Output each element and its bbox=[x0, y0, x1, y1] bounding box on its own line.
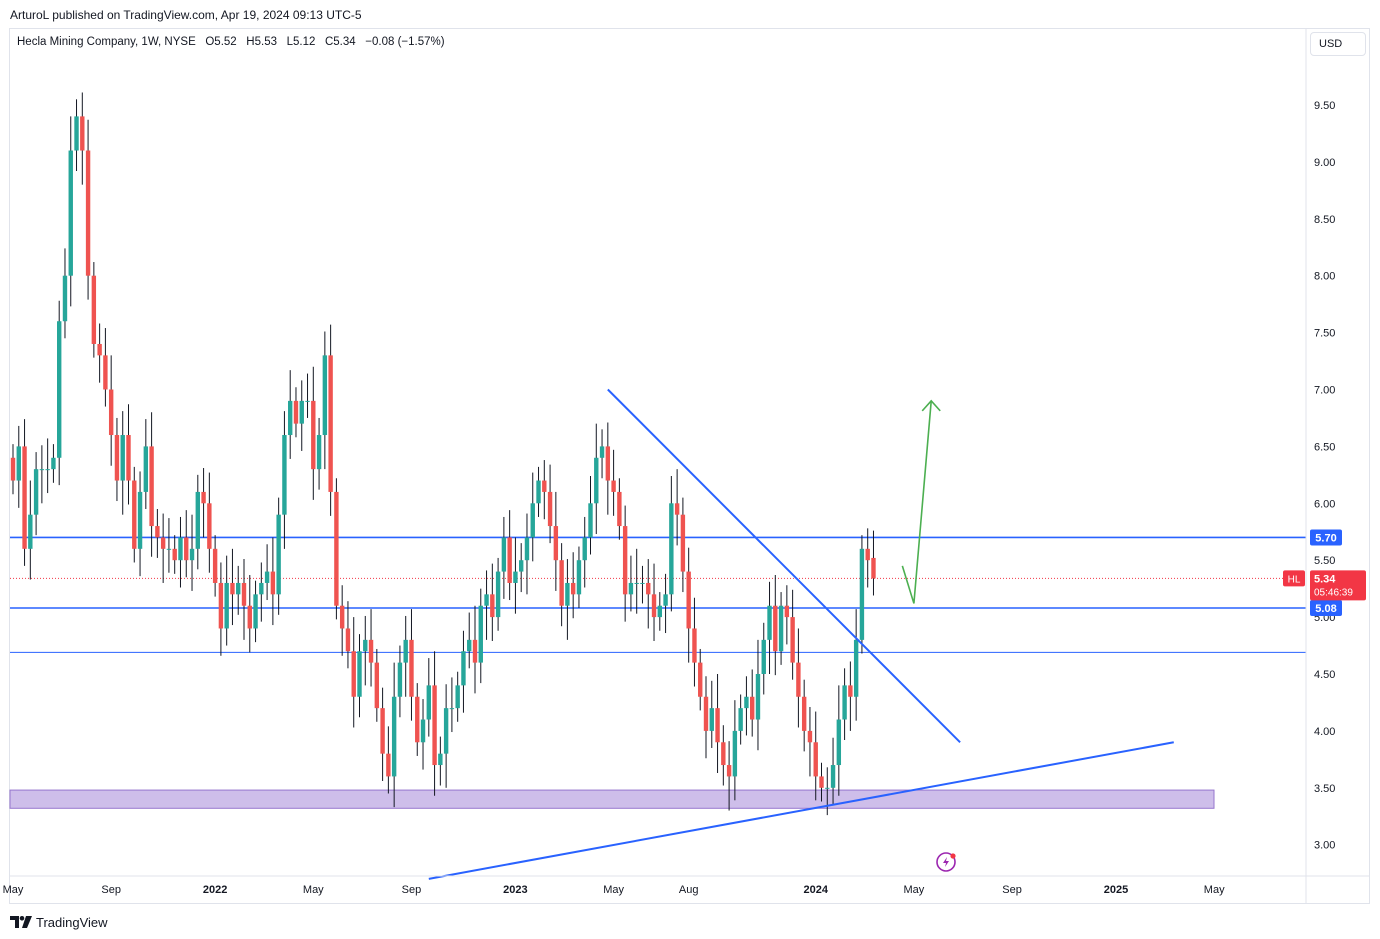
legend-change: −0.08 (−1.57%) bbox=[365, 36, 445, 48]
tradingview-brand-text: TradingView bbox=[36, 914, 108, 930]
tradingview-logo-icon bbox=[10, 916, 32, 928]
symbol-title: Hecla Mining Company, 1W, NYSE bbox=[17, 36, 196, 48]
legend-high: H5.53 bbox=[246, 36, 277, 48]
currency-selector[interactable]: USD bbox=[1310, 32, 1366, 56]
chart-frame bbox=[9, 28, 1370, 904]
legend-open: O5.52 bbox=[205, 36, 237, 48]
legend-close: C5.34 bbox=[324, 36, 356, 48]
publisher-text: ArturoL published on TradingView.com, Ap… bbox=[10, 8, 362, 22]
publisher-bar: ArturoL published on TradingView.com, Ap… bbox=[0, 0, 1380, 28]
symbol-legend: Hecla Mining Company, 1W, NYSE O5.52 H5.… bbox=[17, 36, 445, 48]
legend-low: L5.12 bbox=[286, 36, 316, 48]
tradingview-logo[interactable]: TradingView bbox=[10, 912, 108, 932]
